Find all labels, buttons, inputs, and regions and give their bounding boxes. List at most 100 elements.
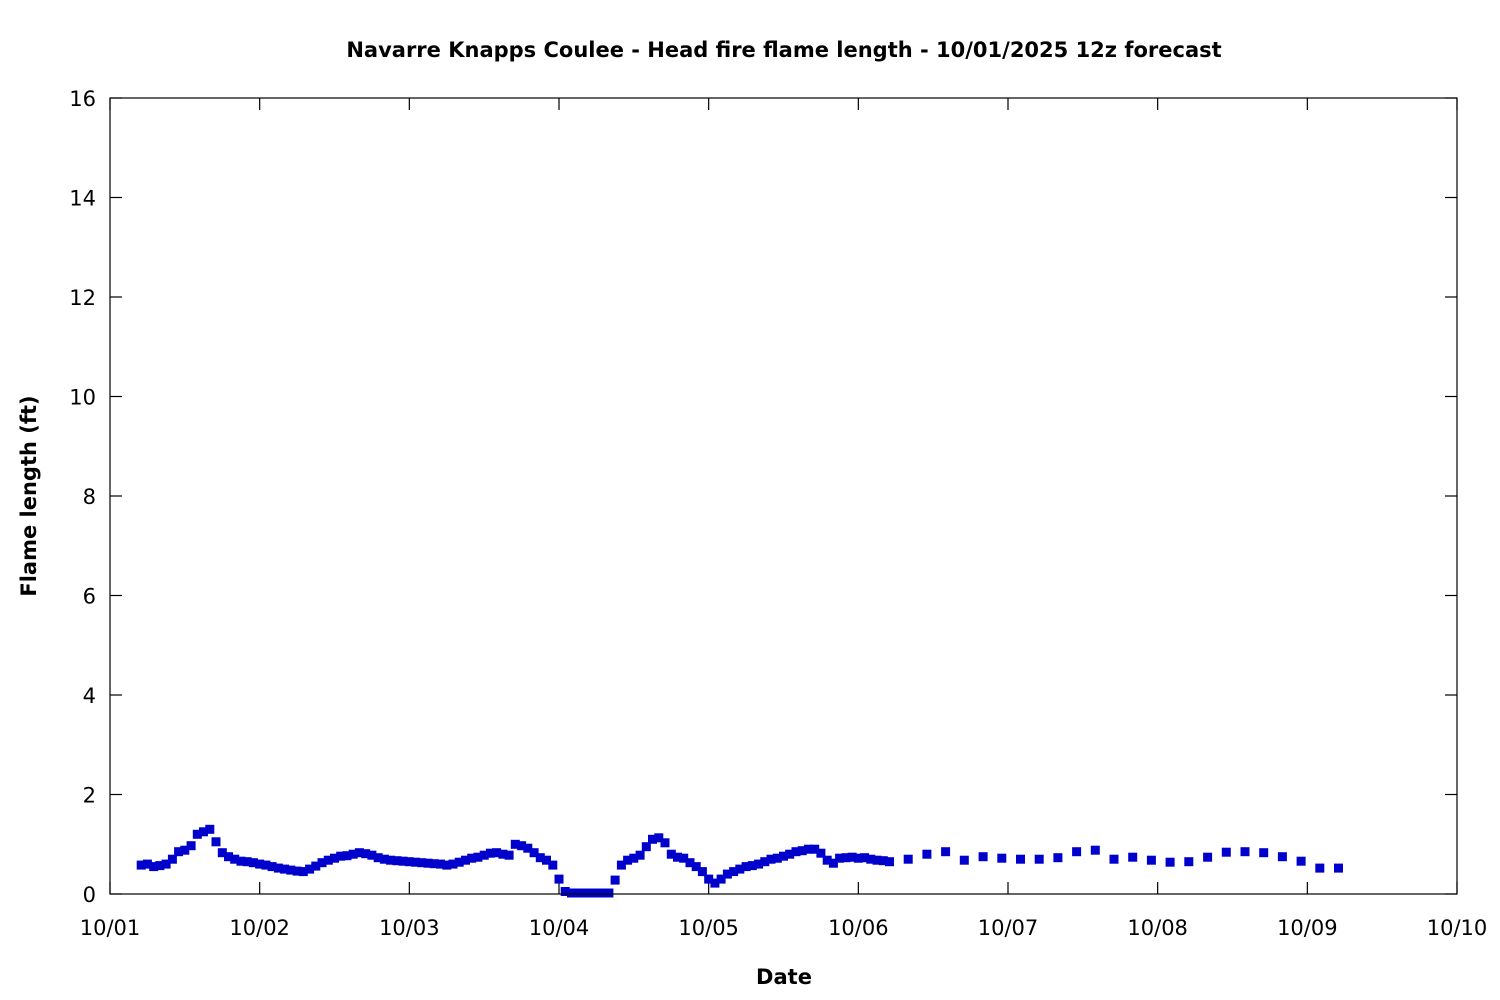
data-point xyxy=(1109,854,1119,864)
data-point xyxy=(1128,852,1138,862)
data-point xyxy=(211,837,221,847)
data-point xyxy=(573,888,583,898)
plot-frame xyxy=(109,97,1458,895)
data-point xyxy=(504,850,514,860)
x-tick-label: 10/03 xyxy=(379,916,440,940)
data-point xyxy=(635,850,645,860)
x-tick-label: 10/02 xyxy=(229,916,290,940)
data-point xyxy=(454,857,464,867)
data-point xyxy=(523,843,533,853)
chart-title: Navarre Knapps Coulee - Head fire flame … xyxy=(346,38,1221,62)
data-point xyxy=(673,852,682,862)
data-point xyxy=(885,857,894,867)
x-tick-label: 10/10 xyxy=(1427,916,1488,940)
data-point xyxy=(317,858,327,868)
data-point xyxy=(467,853,477,863)
data-point xyxy=(760,857,770,867)
data-point xyxy=(660,838,670,848)
data-point xyxy=(542,855,551,865)
y-tick-label: 8 xyxy=(83,485,96,509)
data-point xyxy=(941,847,951,857)
data-point xyxy=(866,854,876,864)
data-point xyxy=(797,846,807,856)
data-point xyxy=(442,860,452,870)
data-point xyxy=(248,858,258,868)
data-point xyxy=(205,824,215,834)
x-tick-label: 10/01 xyxy=(80,916,141,940)
data-point xyxy=(180,845,190,855)
data-point xyxy=(510,839,520,849)
data-point xyxy=(392,856,402,866)
data-point xyxy=(199,827,208,837)
data-point xyxy=(1053,853,1063,863)
data-point xyxy=(1184,857,1194,867)
data-point xyxy=(623,855,633,865)
data-point xyxy=(186,841,196,851)
data-point xyxy=(754,859,764,869)
data-point xyxy=(354,848,364,858)
data-point xyxy=(535,853,545,863)
data-point xyxy=(997,853,1007,863)
data-point xyxy=(641,842,651,852)
y-tick-label: 10 xyxy=(69,386,96,410)
data-point xyxy=(959,855,969,865)
data-point xyxy=(479,850,489,860)
data-point xyxy=(255,859,265,869)
data-point xyxy=(1165,857,1175,867)
data-point xyxy=(654,833,664,843)
data-point xyxy=(1315,863,1325,873)
data-point xyxy=(1090,845,1100,855)
data-point xyxy=(1221,847,1231,857)
data-point xyxy=(305,864,315,874)
data-point xyxy=(174,847,184,857)
data-point xyxy=(267,862,277,872)
data-point xyxy=(1072,847,1082,857)
data-point xyxy=(1334,863,1343,873)
data-point xyxy=(860,853,870,863)
y-tick-label: 16 xyxy=(69,87,96,111)
data-point xyxy=(616,860,626,870)
y-axis-label: Flame length (ft) xyxy=(17,395,41,596)
data-point xyxy=(417,858,427,868)
data-point xyxy=(747,861,757,871)
data-point xyxy=(411,857,421,867)
data-point xyxy=(1146,855,1156,865)
data-point xyxy=(448,859,458,869)
data-point xyxy=(716,874,726,884)
data-point xyxy=(280,864,290,874)
data-point xyxy=(685,858,695,868)
data-point xyxy=(361,849,371,859)
data-point xyxy=(429,859,439,869)
data-point xyxy=(803,844,813,854)
data-point xyxy=(710,878,720,888)
data-point xyxy=(423,858,433,868)
data-point xyxy=(529,848,539,858)
y-tick-label: 4 xyxy=(83,684,96,708)
x-tick-label: 10/05 xyxy=(678,916,739,940)
data-point xyxy=(398,856,408,866)
data-point xyxy=(217,848,227,858)
x-tick-label: 10/08 xyxy=(1127,916,1188,940)
data-point xyxy=(810,844,820,854)
data-point xyxy=(155,861,165,871)
data-point xyxy=(517,841,527,851)
data-point xyxy=(548,860,558,870)
data-point xyxy=(373,853,383,863)
data-point xyxy=(847,852,857,862)
y-tick-label: 6 xyxy=(83,585,96,609)
data-point xyxy=(828,858,838,868)
data-point xyxy=(224,852,233,862)
x-tick-label: 10/06 xyxy=(828,916,889,940)
data-point xyxy=(822,855,832,865)
data-point xyxy=(610,875,620,885)
data-point xyxy=(841,853,851,863)
data-point xyxy=(379,854,389,864)
data-point xyxy=(567,888,576,898)
data-point xyxy=(386,855,396,865)
data-point xyxy=(1016,854,1025,864)
data-point xyxy=(261,860,271,870)
data-point xyxy=(136,860,146,870)
data-point xyxy=(816,848,826,858)
data-point xyxy=(330,853,339,863)
